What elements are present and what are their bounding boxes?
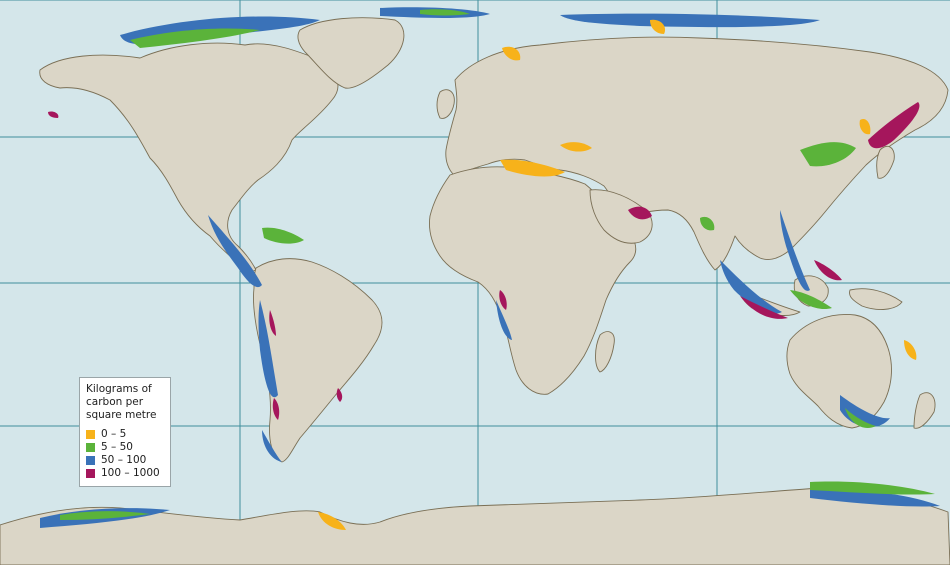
carbon-zone: [208, 215, 262, 288]
zone-100-1000: [48, 102, 920, 420]
eurasia: [445, 36, 949, 271]
legend: Kilograms of carbon per square metre 0 –…: [79, 377, 171, 488]
carbon-zone: [269, 310, 276, 336]
new-guinea: [849, 288, 903, 310]
new-zealand: [913, 392, 936, 429]
legend-label: 0 – 5: [101, 428, 127, 441]
carbon-zone: [502, 46, 521, 61]
legend-item-0-5: 0 – 5: [86, 428, 164, 441]
carbon-zone: [262, 227, 304, 244]
carbon-zone: [560, 13, 820, 28]
legend-title-line: square metre: [86, 409, 157, 422]
carbon-zone: [859, 118, 871, 135]
carbon-zone: [845, 408, 876, 428]
carbon-zone: [814, 260, 842, 281]
africa: [429, 166, 637, 395]
carbon-zone: [810, 481, 935, 495]
arabian-peninsula: [589, 189, 653, 244]
carbon-zone: [499, 290, 507, 310]
north-america: [39, 42, 339, 273]
legend-title: Kilograms of carbon per square metre: [86, 383, 164, 422]
madagascar: [595, 331, 615, 373]
legend-swatch: [86, 430, 95, 440]
legend-swatch: [86, 443, 95, 453]
carbon-zone: [700, 216, 715, 231]
carbon-zone: [800, 142, 856, 167]
land-masses: [0, 17, 950, 565]
carbon-zone: [336, 388, 343, 402]
carbon-zone: [272, 398, 280, 420]
legend-title-line: Kilograms of: [86, 383, 152, 395]
british-isles: [436, 89, 455, 119]
carbon-zone: [48, 111, 59, 118]
legend-item-5-50: 5 – 50: [86, 441, 164, 454]
carbon-zone: [904, 340, 917, 360]
legend-label: 100 – 1000: [101, 467, 160, 480]
carbon-zone: [628, 206, 652, 220]
zone-0-5: [318, 19, 917, 530]
carbon-zone: [60, 511, 150, 520]
legend-label: 50 – 100: [101, 454, 147, 467]
legend-label: 5 – 50: [101, 441, 133, 454]
carbon-zone: [500, 159, 565, 177]
legend-item-50-100: 50 – 100: [86, 454, 164, 467]
carbon-zone: [262, 430, 282, 462]
carbon-zone: [740, 296, 788, 319]
carbon-zone: [868, 102, 920, 149]
south-america: [253, 258, 383, 463]
legend-swatch: [86, 469, 95, 479]
carbon-zone: [318, 512, 346, 530]
carbon-zone: [560, 142, 592, 152]
legend-item-100-1000: 100 – 1000: [86, 467, 164, 480]
legend-title-line: carbon per: [86, 396, 144, 409]
carbon-zone: [810, 489, 940, 507]
carbon-zone: [258, 300, 278, 398]
japan: [876, 146, 895, 179]
legend-swatch: [86, 456, 95, 466]
greenland: [297, 17, 405, 89]
zone-5-50: [60, 9, 935, 520]
carbon-zone: [790, 290, 832, 310]
carbon-zone: [420, 9, 470, 16]
carbon-zone: [650, 19, 666, 34]
carbon-zone: [496, 300, 512, 340]
carbon-zone: [130, 28, 260, 48]
